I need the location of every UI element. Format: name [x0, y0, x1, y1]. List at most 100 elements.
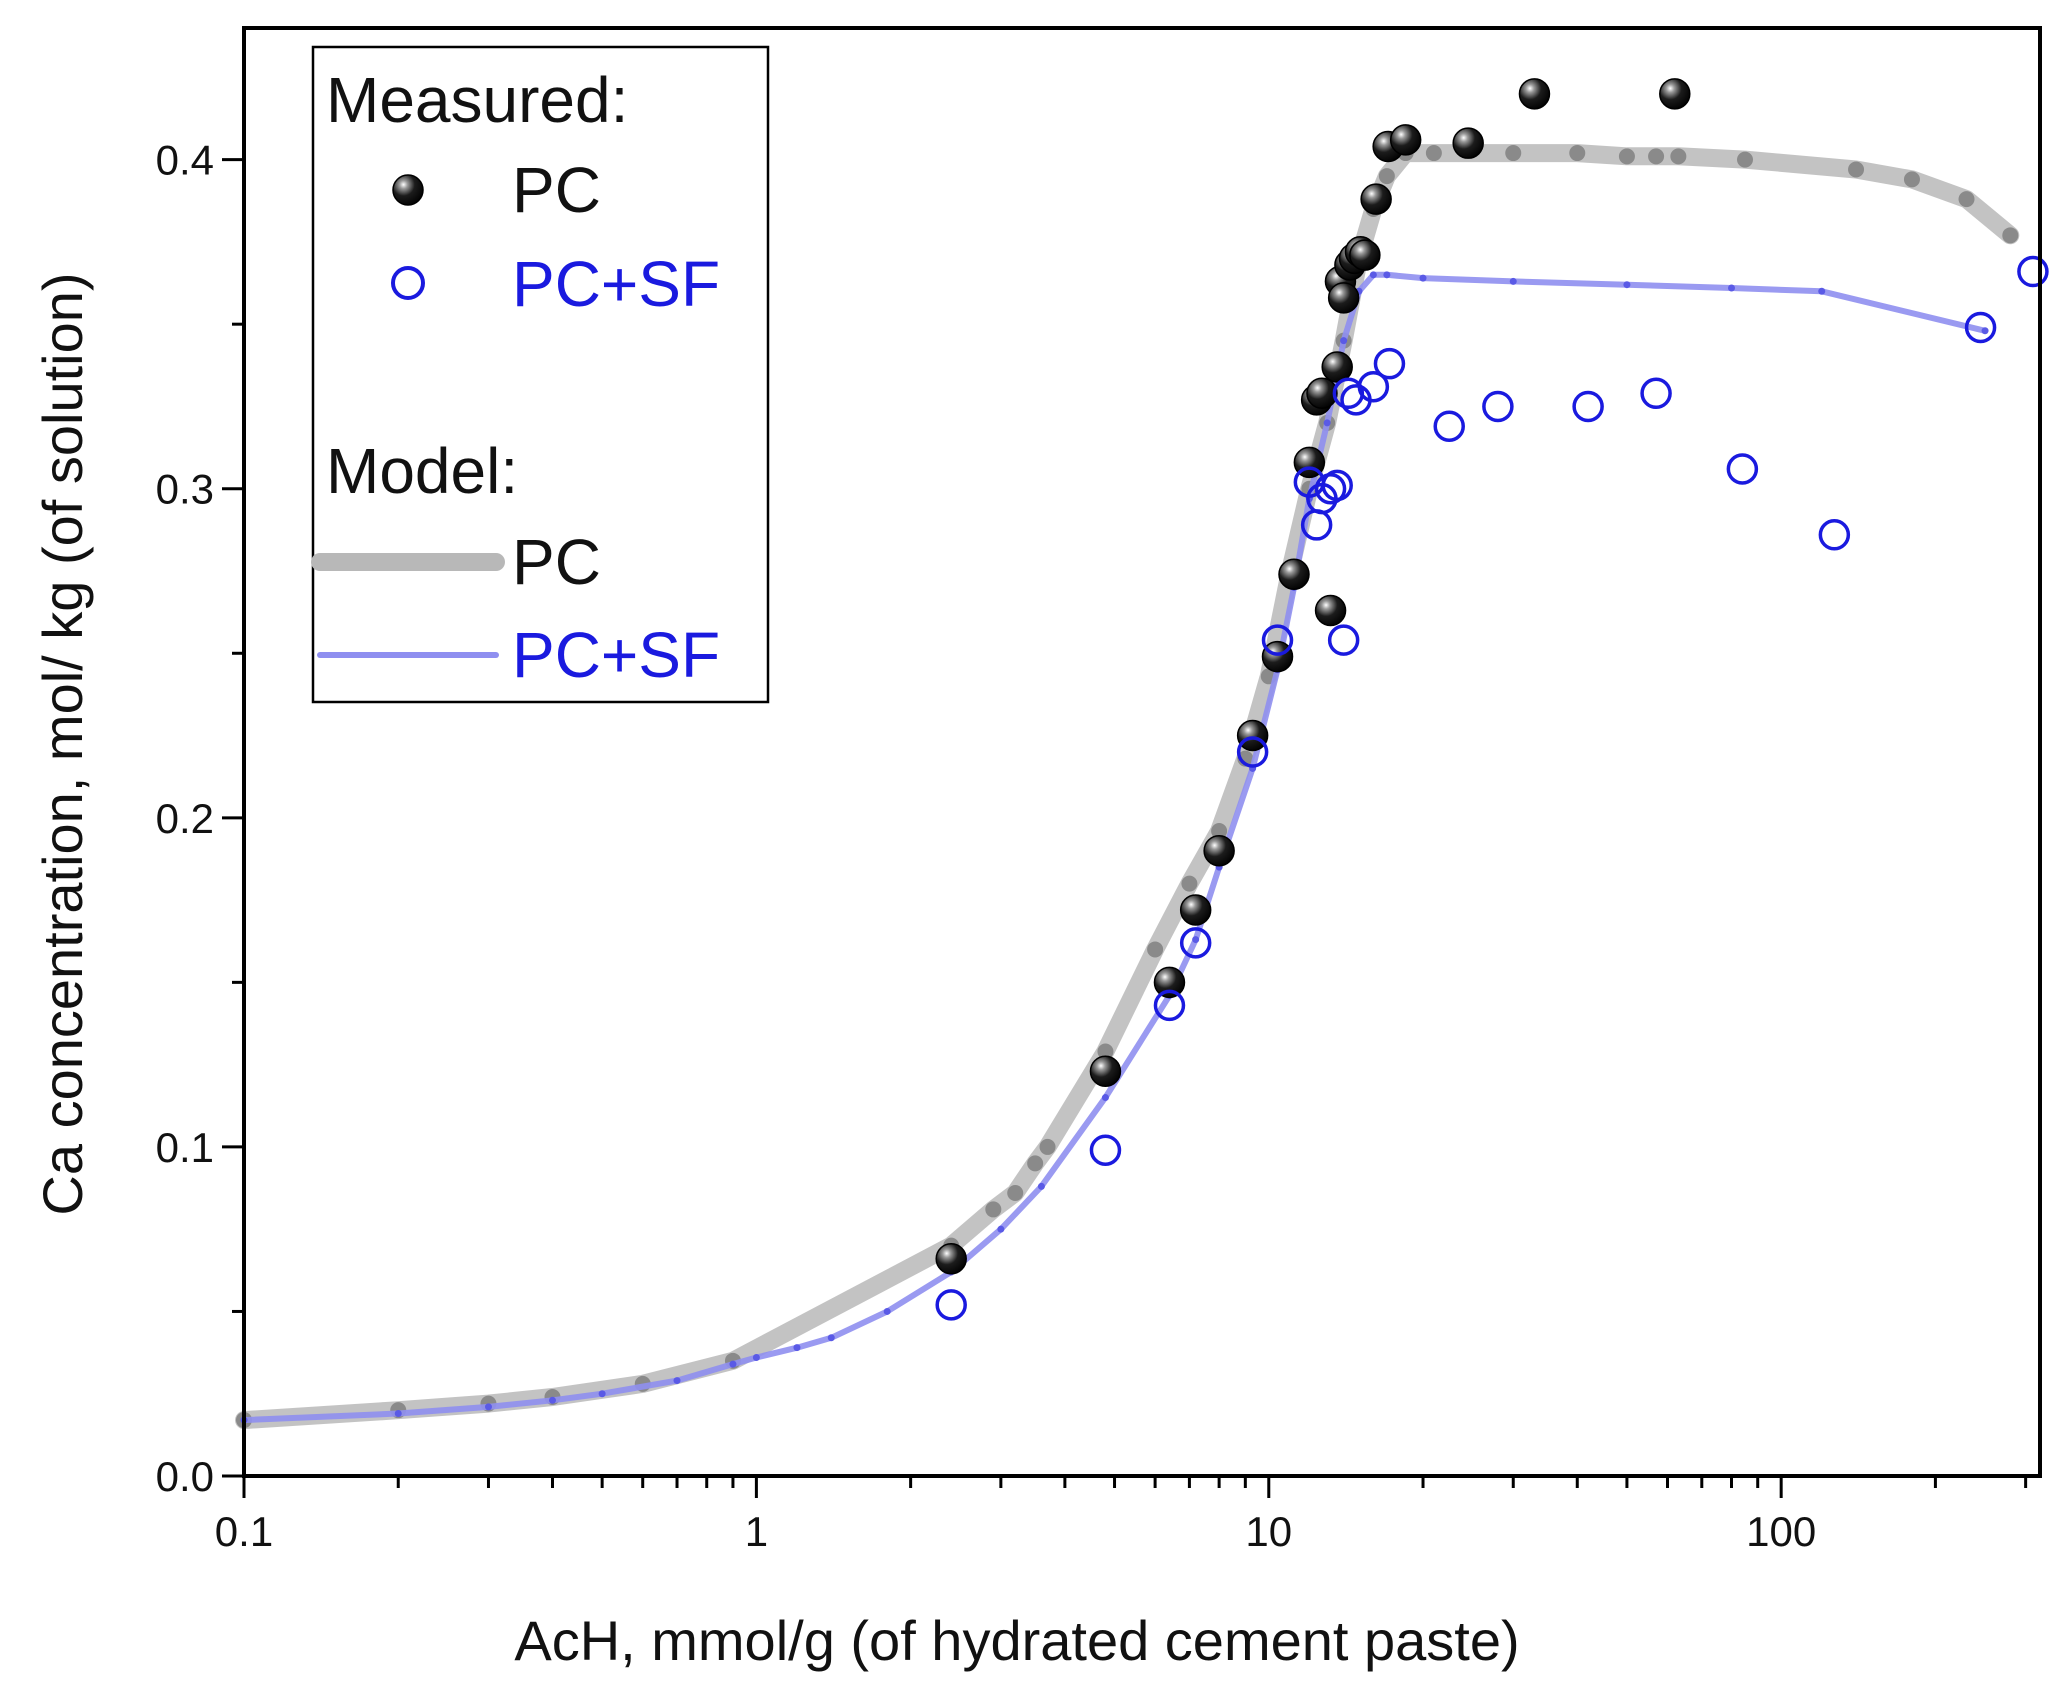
measured-pcsf-point — [1373, 347, 1406, 380]
measured-pcsf-point — [1327, 624, 1360, 656]
measured-pcsf-point — [1482, 390, 1514, 423]
model-pcsf-point — [883, 1307, 891, 1315]
measured-pc-point — [1518, 78, 1551, 110]
measured-pc-point — [1321, 351, 1353, 383]
measured-pc-point — [1153, 966, 1186, 999]
model-pcsf-point — [997, 1225, 1005, 1233]
model-pcsf-point — [729, 1360, 737, 1368]
model-pc-point — [1211, 822, 1228, 839]
x-tick-label: 10 — [1245, 1508, 1292, 1555]
legend-pc-measured-marker — [392, 174, 424, 206]
measured-pcsf-point — [2017, 255, 2049, 288]
measured-pcsf-point — [1321, 469, 1353, 502]
y-tick-label: 0.4 — [156, 137, 214, 184]
model-pc-point — [1670, 148, 1687, 165]
model-pc-point — [1505, 145, 1522, 162]
model-pc-point — [1027, 1155, 1044, 1172]
model-pcsf-point — [1509, 277, 1517, 285]
y-tick-label: 0.0 — [156, 1453, 214, 1500]
model-curves — [235, 144, 2020, 1430]
model-pcsf-point — [1323, 419, 1331, 427]
model-pc-point — [1097, 1043, 1114, 1060]
measured-pc-point — [1327, 282, 1360, 314]
model-pcsf-point — [548, 1396, 556, 1404]
measured-pcsf-point — [1261, 624, 1294, 656]
model-pc-point — [1039, 1138, 1056, 1155]
model-pc-point — [1181, 875, 1198, 892]
model-pc-point — [1848, 161, 1865, 178]
measured-pcsf-point — [1572, 390, 1604, 423]
model-pcsf-point — [1818, 287, 1826, 295]
model-pcsf-point — [1369, 271, 1377, 279]
measured-pcsf-point — [1236, 736, 1269, 768]
measured-pcsf-point — [1818, 519, 1851, 551]
measured-pc-point — [1314, 594, 1347, 627]
model-pc-point — [1569, 145, 1586, 162]
model-pc-point — [1648, 148, 1665, 165]
measured-pc-point — [1452, 127, 1484, 159]
y-tick-label: 0.2 — [156, 795, 214, 842]
measured-pc-point — [1349, 239, 1381, 271]
model-pcsf-point — [394, 1409, 402, 1417]
model-pc-point — [985, 1201, 1002, 1218]
plot-frame — [242, 26, 2042, 1478]
model-pc-point — [1007, 1184, 1024, 1201]
legend-pcsf-measured-marker — [391, 266, 425, 300]
legend-pc-model-label: PC — [512, 526, 601, 598]
model-pcsf-point — [673, 1377, 681, 1385]
y-axis-title: Ca concentration, mol/ kg (of solution) — [31, 272, 94, 1215]
measured-pcsf-point — [1357, 370, 1390, 403]
measured-pc-point — [1659, 78, 1691, 110]
measured-pc-point — [1261, 640, 1294, 673]
measured-pc-point — [935, 1243, 967, 1275]
model-pcsf-point — [598, 1390, 606, 1398]
model-pcsf-point — [1101, 1094, 1109, 1102]
model-pc-point — [1737, 151, 1754, 168]
x-tick-label: 1 — [745, 1508, 768, 1555]
measured-pcsf-point — [1179, 927, 1212, 959]
legend-box — [311, 45, 770, 704]
model-pc-point — [2002, 227, 2019, 244]
measured-pcsf-point — [1089, 1134, 1122, 1166]
legend-pcsf-model-label: PC+SF — [512, 619, 720, 691]
measured-points — [935, 78, 2049, 1321]
legend-pc-measured-label: PC — [512, 154, 601, 226]
model-pc-point — [1903, 171, 1920, 188]
measured-pc-point — [1089, 1055, 1122, 1087]
measured-pc-point — [1203, 834, 1235, 867]
model-pc-point — [1378, 168, 1395, 185]
measured-pc-point — [1360, 183, 1392, 215]
legend: Measured: PC PC+SF Model: PC PC+SF — [311, 45, 770, 704]
measured-pc-point — [1179, 894, 1212, 926]
model-pcsf-point — [1981, 327, 1989, 335]
y-tick-label: 0.3 — [156, 466, 214, 513]
measured-pc-point — [1278, 558, 1310, 591]
model-pcsf-point — [1383, 271, 1391, 279]
measured-pc-point — [1306, 377, 1338, 410]
model-pc-point — [1958, 191, 1975, 208]
model-pc-point — [1425, 145, 1442, 162]
model-pcsf-point — [793, 1344, 801, 1352]
measured-pcsf-point — [1640, 377, 1672, 410]
model-pcsf-point — [1192, 936, 1200, 944]
model-pcsf-point — [827, 1334, 835, 1342]
x-tick-label: 0.1 — [215, 1508, 273, 1555]
model-pcsf-point — [752, 1354, 760, 1362]
x-axis-title: AcH, mmol/g (of hydrated cement paste) — [514, 1609, 1519, 1672]
measured-pcsf-point — [1433, 410, 1465, 442]
legend-measured-title: Measured: — [326, 64, 628, 136]
model-pcsf-point — [1728, 284, 1736, 292]
measured-pcsf-point — [1964, 311, 1997, 344]
x-tick-label: 100 — [1746, 1508, 1816, 1555]
model-pcsf-point — [484, 1403, 492, 1411]
measured-pcsf-point — [935, 1289, 967, 1321]
model-pcsf-point — [1419, 274, 1427, 282]
measured-pc-point — [1236, 719, 1269, 752]
y-tick-label: 0.1 — [156, 1124, 214, 1171]
model-pcsf-point — [1340, 337, 1348, 345]
model-pcsf-point — [1623, 281, 1631, 289]
model-pc-point — [1618, 148, 1635, 165]
model-pcsf-point — [1037, 1182, 1045, 1190]
